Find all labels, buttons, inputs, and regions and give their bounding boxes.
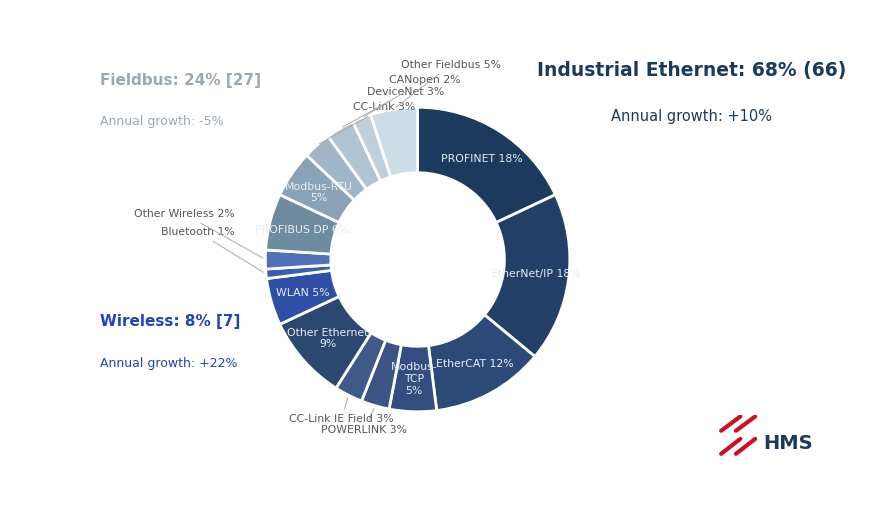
Text: Modbus-RTU
5%: Modbus-RTU 5% [284, 182, 352, 203]
Wedge shape [265, 250, 330, 269]
Text: DeviceNet 3%: DeviceNet 3% [342, 87, 443, 127]
Text: Fieldbus: 24% [27]: Fieldbus: 24% [27] [100, 73, 261, 88]
Text: EtherNet/IP 18%: EtherNet/IP 18% [491, 269, 580, 279]
Text: Annual growth: +22%: Annual growth: +22% [100, 357, 237, 370]
Text: Industrial Ethernet: 68% (66): Industrial Ethernet: 68% (66) [536, 61, 846, 79]
Wedge shape [388, 345, 436, 412]
Text: Wireless: 8% [7]: Wireless: 8% [7] [100, 315, 240, 329]
Wedge shape [265, 265, 331, 279]
Text: Bluetooth 1%: Bluetooth 1% [161, 227, 263, 272]
Wedge shape [484, 195, 569, 357]
Wedge shape [362, 340, 401, 409]
Text: Other Fieldbus 5%: Other Fieldbus 5% [395, 60, 501, 107]
Wedge shape [335, 333, 385, 401]
Wedge shape [280, 155, 354, 223]
Wedge shape [328, 122, 381, 189]
Text: CANopen 2%: CANopen 2% [363, 75, 461, 116]
Wedge shape [306, 136, 366, 200]
Text: Modbus-
TCP
5%: Modbus- TCP 5% [390, 362, 436, 395]
Wedge shape [417, 107, 554, 223]
Text: POWERLINK 3%: POWERLINK 3% [321, 408, 407, 435]
Text: Other Wireless 2%: Other Wireless 2% [134, 209, 262, 258]
Text: WLAN 5%: WLAN 5% [275, 288, 329, 298]
Wedge shape [352, 115, 390, 181]
Wedge shape [370, 107, 417, 177]
Wedge shape [266, 270, 339, 324]
Wedge shape [428, 315, 534, 411]
Text: PROFIBUS DP 6%: PROFIBUS DP 6% [255, 225, 348, 235]
Text: HMS: HMS [762, 434, 812, 453]
Text: Annual growth: -5%: Annual growth: -5% [100, 115, 223, 129]
Wedge shape [280, 296, 371, 388]
Text: CC-Link 3%: CC-Link 3% [319, 102, 415, 144]
Text: EtherCAT 12%: EtherCAT 12% [436, 359, 514, 369]
Wedge shape [265, 195, 339, 254]
Text: PROFINET 18%: PROFINET 18% [441, 154, 522, 163]
Text: Other Ethernet
9%: Other Ethernet 9% [287, 327, 368, 349]
Text: Annual growth: +10%: Annual growth: +10% [610, 110, 772, 124]
Text: CC-Link IE Field 3%: CC-Link IE Field 3% [289, 398, 394, 425]
